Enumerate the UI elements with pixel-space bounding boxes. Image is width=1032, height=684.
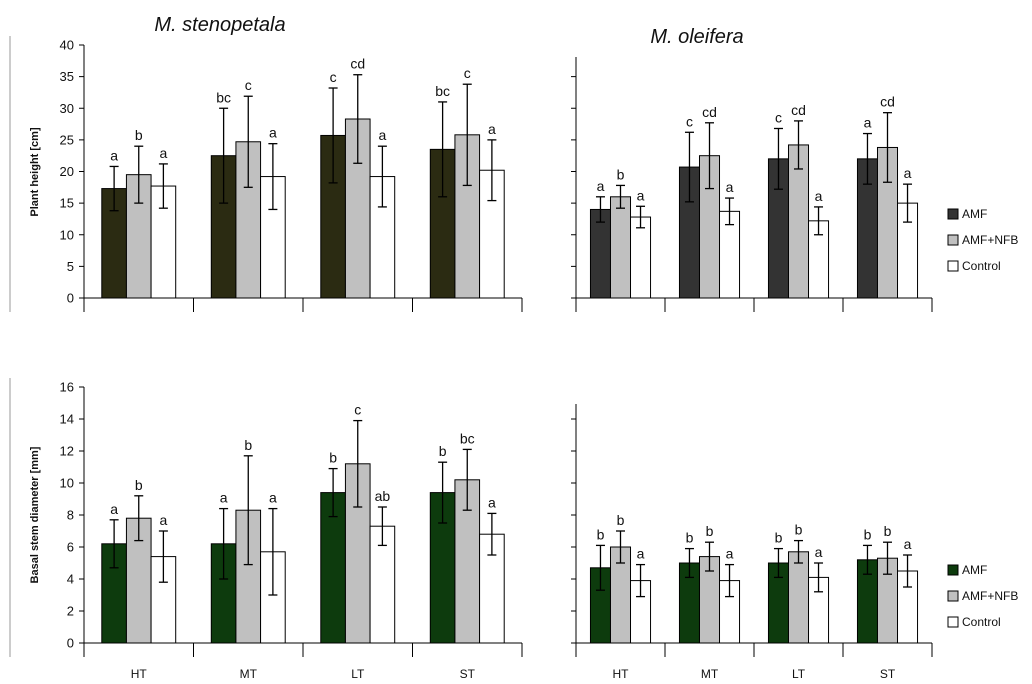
y-tick-label: 5 [67, 259, 74, 274]
significance-letter: a [815, 544, 823, 560]
y-axis-label: Basal stem diameter [mm] [29, 446, 41, 583]
significance-letter: c [775, 109, 782, 125]
significance-letter: a [726, 546, 734, 562]
y-tick-label: 12 [60, 444, 74, 459]
chart-panel-bottom-left: 0 2 4 6 8 10 12 14 16 Basal stem diameter [mm] HT M… [9, 378, 523, 681]
y-tick-label: 30 [60, 101, 74, 116]
y-tick-label: 20 [60, 164, 74, 179]
significance-letter: b [795, 522, 803, 538]
x-tick-label: HT [131, 667, 148, 681]
x-tick-label: ST [880, 667, 896, 681]
x-tick-label: LT [792, 667, 806, 681]
legend-swatch-amf-nfb [947, 234, 959, 246]
y-tick-label: 6 [67, 540, 74, 555]
legend-swatch-amf [947, 564, 959, 576]
significance-letter: a [269, 490, 277, 506]
significance-letter: b [706, 523, 714, 539]
legend-label: AMF [962, 207, 987, 221]
y-tick-label: 15 [60, 196, 74, 211]
y-tick-label: 8 [67, 508, 74, 523]
significance-letter: b [439, 443, 447, 459]
y-tick-label: 2 [67, 604, 74, 619]
y-tick-label: 4 [67, 572, 74, 587]
significance-letter: b [617, 512, 625, 528]
significance-letter: a [269, 125, 277, 141]
bar-amf-lt [320, 492, 346, 644]
x-tick-label: MT [701, 667, 719, 681]
significance-letter: b [775, 530, 783, 546]
significance-letter: b [135, 127, 143, 143]
significance-letter: c [464, 65, 471, 81]
significance-letter: a [220, 490, 228, 506]
y-tick-label: 16 [60, 380, 74, 395]
significance-letter: a [637, 546, 645, 562]
y-tick-label: 14 [60, 412, 74, 427]
significance-letter: b [244, 437, 252, 453]
bar-control-ht [630, 216, 652, 299]
significance-letter: a [110, 501, 118, 517]
y-tick-label: 10 [60, 476, 74, 491]
chart-title: M. stenopetala [154, 14, 285, 36]
significance-letter: a [488, 494, 496, 510]
significance-letter: cd [350, 56, 365, 72]
y-axis-label: Plant height [cm] [29, 127, 41, 217]
y-tick-label: 35 [60, 69, 74, 84]
legend-swatch-amf [947, 208, 959, 220]
significance-letter: a [378, 127, 386, 143]
legend-swatch-control [947, 260, 959, 272]
x-tick-label: MT [240, 667, 258, 681]
y-tick-label: 40 [60, 38, 74, 53]
x-tick-label: LT [351, 667, 365, 681]
x-tick-label: HT [613, 667, 630, 681]
bar-amf-nfb-ht [609, 196, 632, 299]
significance-letter: a [637, 187, 645, 203]
legend-swatch-amf-nfb [947, 590, 959, 602]
significance-letter: b [329, 450, 337, 466]
significance-letter: a [110, 147, 118, 163]
significance-letter: a [904, 536, 912, 552]
significance-letter: b [884, 523, 892, 539]
chart-panel-top-left: M. stenopetala 0 5 10 15 20 25 30 35 40 Plant heig… [9, 14, 523, 312]
significance-letter: a [815, 188, 823, 204]
significance-letter: b [617, 166, 625, 182]
significance-letter: a [904, 165, 912, 181]
significance-letter: bc [435, 83, 450, 99]
significance-letter: a [726, 179, 734, 195]
bar-amf-nfb-lt [787, 551, 810, 644]
significance-letter: c [686, 113, 693, 129]
legend-label: AMF [962, 563, 987, 577]
significance-letter: b [135, 477, 143, 493]
legend-swatch-control [947, 616, 959, 628]
significance-letter: c [330, 69, 337, 85]
significance-letter: a [159, 145, 167, 161]
significance-letter: c [245, 77, 252, 93]
significance-letter: a [488, 121, 496, 137]
x-tick-label: ST [460, 667, 476, 681]
significance-letter: cd [880, 94, 895, 110]
significance-letter: b [864, 526, 872, 542]
significance-letter: bc [460, 430, 475, 446]
significance-letter: b [686, 530, 694, 546]
significance-letter: c [354, 402, 361, 418]
significance-letter: a [159, 512, 167, 528]
significance-letter: cd [791, 102, 806, 118]
chart-title: M. oleifera [650, 26, 743, 48]
significance-letter: ab [375, 488, 391, 504]
significance-letter: cd [702, 104, 717, 120]
legend-label: AMF+NFB [962, 589, 1018, 603]
y-tick-label: 0 [67, 291, 74, 306]
legend-label: Control [962, 615, 1001, 629]
significance-letter: bc [216, 89, 231, 105]
significance-letter: a [864, 115, 872, 131]
legend-label: Control [962, 259, 1001, 273]
significance-letter: b [597, 526, 605, 542]
significance-letter: a [597, 178, 605, 194]
y-tick-label: 25 [60, 132, 74, 147]
y-tick-label: 0 [67, 636, 74, 651]
legend-label: AMF+NFB [962, 233, 1018, 247]
y-tick-label: 10 [60, 227, 74, 242]
